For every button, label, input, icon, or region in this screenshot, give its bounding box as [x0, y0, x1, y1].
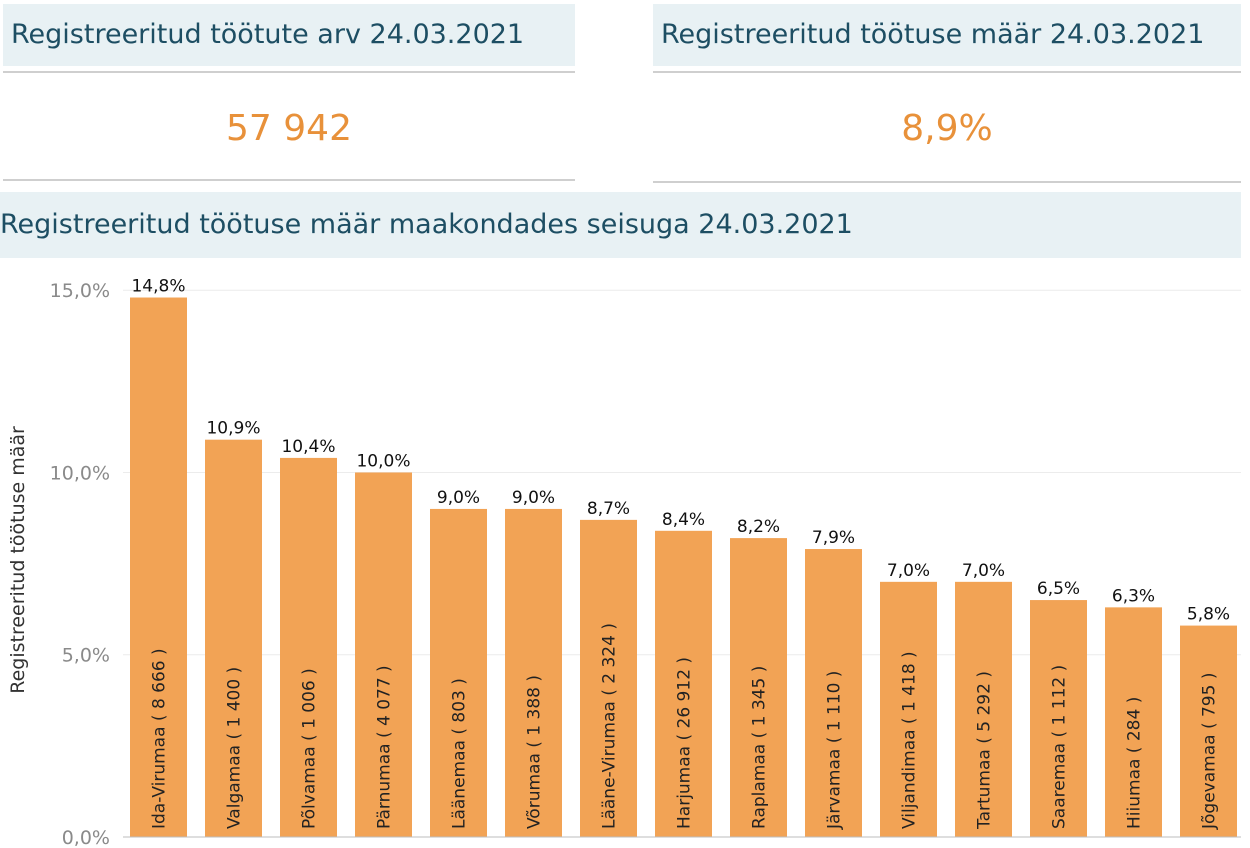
bar: [730, 538, 787, 837]
category-label: Tartumaa ( 5 292 ): [975, 671, 995, 830]
data-label: 6,3%: [1112, 586, 1155, 606]
data-label: 9,0%: [512, 488, 555, 508]
kpi-count-top-divider: [3, 71, 575, 73]
kpi-count-title: Registreeritud töötute arv 24.03.2021: [3, 4, 575, 66]
category-label: Põlvamaa ( 1 006 ): [300, 668, 320, 829]
bar: [505, 508, 562, 837]
category-label: Saaremaa ( 1 112 ): [1050, 665, 1070, 829]
y-tick-label: 5,0%: [62, 645, 110, 667]
bar: [1180, 625, 1237, 837]
kpi-rate-bottom-divider: [653, 181, 1241, 183]
bar: [280, 457, 337, 837]
kpi-rate-title: Registreeritud töötuse määr 24.03.2021: [653, 4, 1241, 66]
bar: [955, 581, 1012, 837]
kpi-count-value: 57 942: [226, 108, 352, 149]
data-label: 14,8%: [131, 277, 185, 297]
kpi-rate-value: 8,9%: [901, 108, 993, 149]
kpi-rate-top-divider: [653, 71, 1241, 73]
category-label: Raplamaa ( 1 345 ): [750, 666, 770, 829]
y-tick-label: 0,0%: [62, 827, 110, 848]
data-label: 7,0%: [962, 561, 1005, 581]
category-label: Lääne-Virumaa ( 2 324 ): [600, 623, 620, 829]
bar: [130, 297, 187, 837]
category-label: Valgamaa ( 1 400 ): [225, 667, 245, 829]
category-label: Harjumaa ( 26 912 ): [675, 657, 695, 829]
data-label: 7,9%: [812, 528, 855, 548]
data-label: 6,5%: [1037, 579, 1080, 599]
category-label: Hiiumaa ( 284 ): [1125, 697, 1145, 829]
data-label: 10,9%: [206, 419, 260, 439]
bar: [805, 549, 862, 837]
bar: [205, 439, 262, 837]
data-label: 5,8%: [1187, 605, 1230, 625]
y-axis-label: Registreeritud töötuse määr: [7, 426, 29, 694]
category-label: Viljandimaa ( 1 418 ): [900, 651, 920, 829]
bar: [1030, 600, 1087, 837]
kpi-count-bottom-divider: [3, 179, 575, 181]
data-label: 8,2%: [737, 517, 780, 537]
bar: [580, 519, 637, 837]
data-label: 10,0%: [356, 451, 410, 471]
y-tick-label: 15,0%: [50, 280, 110, 302]
y-tick-label: 10,0%: [50, 462, 110, 484]
bar: [430, 508, 487, 837]
category-label: Läänemaa ( 803 ): [450, 678, 470, 829]
category-label: Võrumaa ( 1 388 ): [525, 675, 545, 829]
data-label: 8,7%: [587, 499, 630, 519]
data-label: 7,0%: [887, 561, 930, 581]
data-label: 10,4%: [281, 437, 335, 457]
bar: [355, 472, 412, 837]
data-label: 9,0%: [437, 488, 480, 508]
category-label: Järvamaa ( 1 110 ): [825, 671, 845, 830]
category-label: Ida-Virumaa ( 8 666 ): [150, 648, 170, 829]
bar: [655, 530, 712, 837]
data-label: 8,4%: [662, 510, 705, 530]
category-label: Pärnumaa ( 4 077 ): [375, 665, 395, 829]
category-label: Jõgevamaa ( 795 ): [1200, 673, 1220, 830]
bar: [880, 581, 937, 837]
chart-section-title: Registreeritud töötuse määr maakondades …: [0, 192, 1241, 258]
bar: [1105, 607, 1162, 837]
unemployment-rate-bar-chart: 0,0% 5,0% 10,0% 15,0% Registreeritud töötuse…: [7, 277, 1241, 848]
